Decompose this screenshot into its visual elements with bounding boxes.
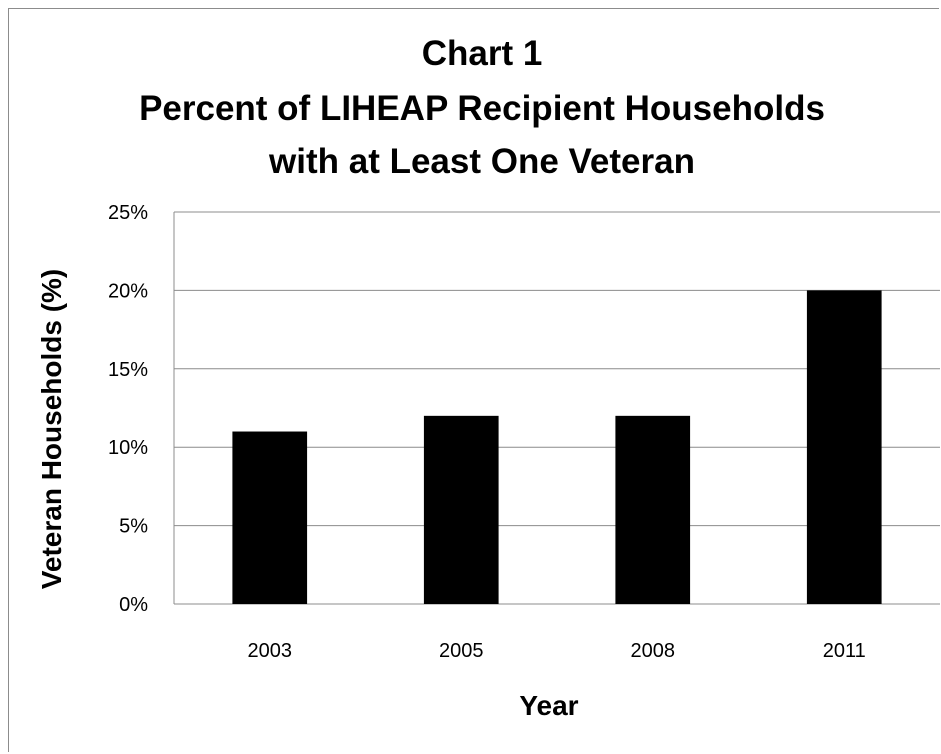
chart-title-line-2: Percent of LIHEAP Recipient Households xyxy=(139,89,825,128)
y-tick-label: 25% xyxy=(108,202,148,224)
chart-title-line-1: Chart 1 xyxy=(422,34,543,73)
bar-chart: Chart 1 Percent of LIHEAP Recipient Hous… xyxy=(36,34,940,721)
chart-title-line-3: with at Least One Veteran xyxy=(268,142,695,181)
y-tick-label: 10% xyxy=(108,437,148,459)
bar-2008 xyxy=(615,415,691,604)
y-axis-ticks: 0% 5% 10% 15% 20% 25% xyxy=(108,202,148,616)
y-tick-label: 15% xyxy=(108,359,148,381)
y-axis-title: Veteran Households (%) xyxy=(36,269,67,590)
chart-title: Chart 1 Percent of LIHEAP Recipient Hous… xyxy=(139,34,825,181)
bar-2003 xyxy=(232,431,308,604)
chart-frame: Chart 1 Percent of LIHEAP Recipient Hous… xyxy=(8,8,940,752)
y-tick-label: 0% xyxy=(119,594,148,616)
x-axis-ticks: 2003 2005 2008 2011 xyxy=(248,640,866,662)
x-tick-label: 2011 xyxy=(823,640,866,662)
y-tick-label: 5% xyxy=(119,516,148,538)
x-tick-label: 2005 xyxy=(439,640,484,662)
x-axis-title: Year xyxy=(519,690,578,721)
bar-2005 xyxy=(423,415,499,604)
x-tick-label: 2008 xyxy=(631,640,676,662)
bars xyxy=(232,290,882,604)
x-tick-label: 2003 xyxy=(248,640,293,662)
y-tick-label: 20% xyxy=(108,280,148,302)
bar-2011 xyxy=(806,290,882,604)
